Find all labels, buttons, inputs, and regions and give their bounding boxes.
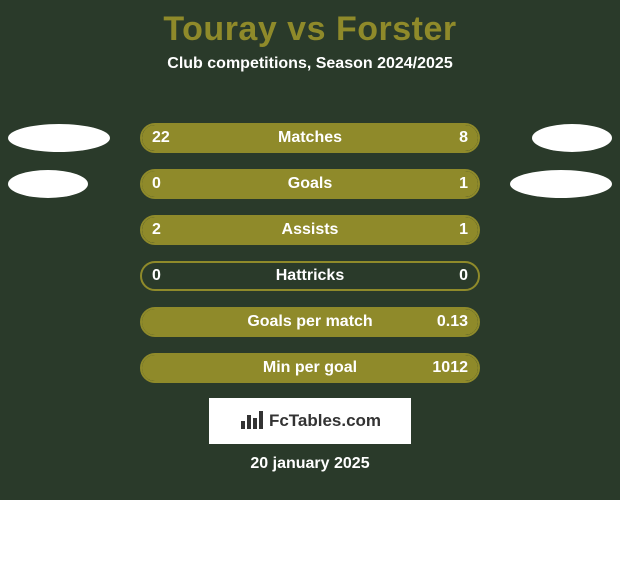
stat-row: Goals per match0.13 xyxy=(0,302,620,348)
card-title: Touray vs Forster xyxy=(0,0,620,49)
stat-value-right: 1 xyxy=(418,171,468,197)
bars-icon xyxy=(239,407,263,436)
stat-bar: Min per goal1012 xyxy=(140,353,480,383)
stat-row: 0Goals1 xyxy=(0,164,620,210)
stat-row: 2Assists1 xyxy=(0,210,620,256)
stat-bar: 22Matches8 xyxy=(140,123,480,153)
stat-value-right: 1012 xyxy=(418,355,468,381)
card-date: 20 january 2025 xyxy=(0,455,620,473)
player-disc-right xyxy=(532,124,612,152)
stat-row: 22Matches8 xyxy=(0,118,620,164)
stat-row: Min per goal1012 xyxy=(0,348,620,394)
comparison-card: Touray vs Forster Club competitions, Sea… xyxy=(0,0,620,500)
stat-rows: 22Matches8 0Goals1 2Assists1 0Hattricks0 Goa… xyxy=(0,118,620,394)
stat-bar: Goals per match0.13 xyxy=(140,307,480,337)
stat-value-right: 0.13 xyxy=(418,309,468,335)
stat-bar: 2Assists1 xyxy=(140,215,480,245)
stat-bar: 0Goals1 xyxy=(140,169,480,199)
brand-badge: FcTables.com xyxy=(209,398,411,444)
stat-value-right: 1 xyxy=(418,217,468,243)
stat-row: 0Hattricks0 xyxy=(0,256,620,302)
stat-value-right: 8 xyxy=(418,125,468,151)
player-disc-left xyxy=(8,170,88,198)
player-disc-right xyxy=(510,170,612,198)
stat-value-right: 0 xyxy=(418,263,468,289)
brand-text: FcTables.com xyxy=(269,411,381,431)
player-disc-left xyxy=(8,124,110,152)
card-subtitle: Club competitions, Season 2024/2025 xyxy=(0,55,620,73)
stat-bar: 0Hattricks0 xyxy=(140,261,480,291)
